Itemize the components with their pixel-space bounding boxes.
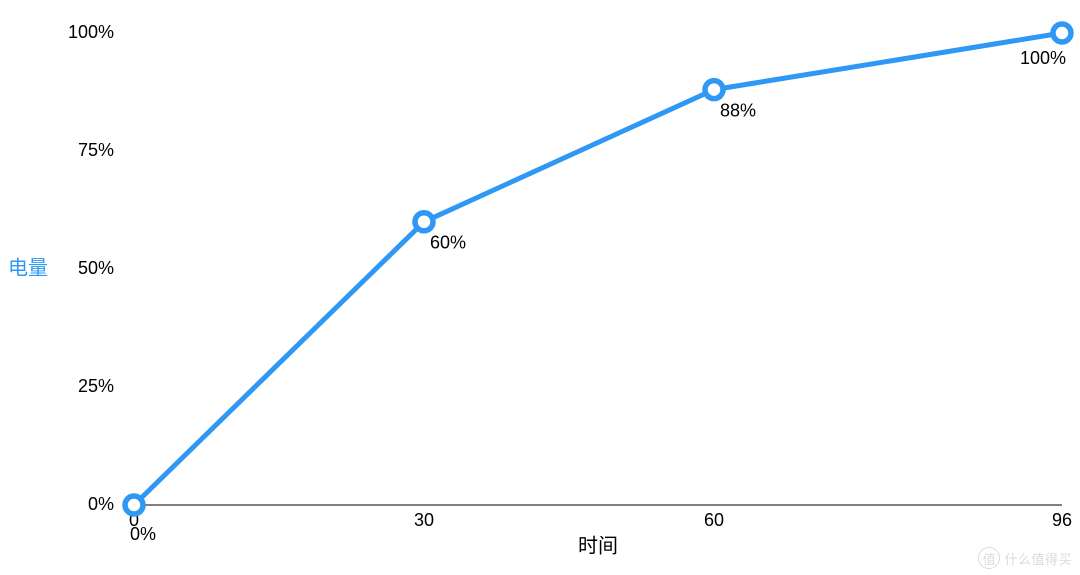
data-label: 88% <box>720 100 756 120</box>
y-axis-title: 电量 <box>8 256 48 279</box>
chart-svg: 0%25%50%75%100%电量0306096时间0%60%88%100% <box>0 0 1080 575</box>
watermark-badge: 值 <box>978 547 1000 569</box>
data-marker <box>705 81 723 99</box>
y-tick-label: 100% <box>68 22 114 42</box>
x-tick-label: 60 <box>704 510 724 530</box>
y-tick-label: 50% <box>78 258 114 278</box>
y-tick-label: 75% <box>78 140 114 160</box>
data-marker <box>415 213 433 231</box>
y-tick-label: 25% <box>78 376 114 396</box>
x-axis-title: 时间 <box>578 535 618 558</box>
data-label: 100% <box>1020 48 1066 68</box>
data-line <box>134 33 1062 505</box>
data-label: 0% <box>130 524 156 544</box>
watermark-text: 什么值得买 <box>1004 549 1072 568</box>
data-label: 60% <box>430 233 466 253</box>
watermark: 值 什么值得买 <box>978 547 1072 569</box>
y-tick-label: 0% <box>88 494 114 514</box>
data-marker <box>125 496 143 514</box>
data-marker <box>1053 24 1071 42</box>
battery-line-chart: 0%25%50%75%100%电量0306096时间0%60%88%100% <box>0 0 1080 575</box>
x-tick-label: 30 <box>414 510 434 530</box>
x-tick-label: 96 <box>1052 510 1072 530</box>
